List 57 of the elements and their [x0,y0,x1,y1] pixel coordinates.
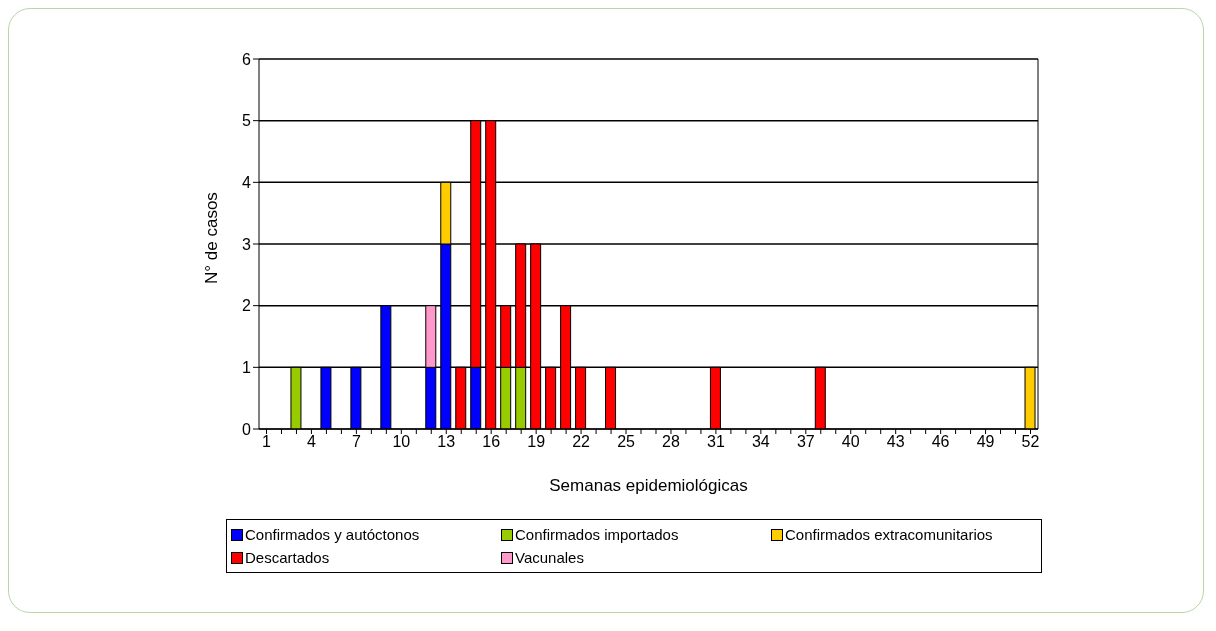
bar [515,243,527,368]
x-tick-label: 7 [351,433,361,451]
y-tick-label: 2 [242,297,252,315]
y-tick-label: 5 [242,112,252,130]
bar [575,366,587,429]
bar [1024,366,1036,429]
bar [560,305,572,429]
bar [320,366,332,429]
x-tick-label: 25 [617,433,636,451]
x-tick-label: 13 [437,433,456,451]
bar [470,366,482,429]
legend-label: Vacunales [515,549,584,566]
bar [814,366,826,429]
x-tick-label: 40 [841,433,860,451]
legend-label: Descartados [245,549,330,566]
bar [290,366,302,429]
bar [515,366,527,429]
bar [500,305,512,368]
x-tick-label: 4 [306,433,316,451]
bar [440,181,452,245]
x-tick-label: 10 [392,433,411,451]
bar [425,366,437,429]
bar [485,120,497,429]
bar [380,305,392,429]
bar [350,366,362,429]
x-tick-label: 52 [1021,433,1040,451]
y-tick-label: 3 [242,235,252,253]
bar [605,366,617,429]
bar [709,366,721,429]
legend-label: Confirmados extracomunitarios [785,526,993,543]
x-tick-label: 16 [482,433,501,451]
x-tick-label: 37 [796,433,815,451]
legend-label: Confirmados y autóctonos [245,526,420,543]
x-tick-label: 22 [572,433,591,451]
x-tick-label: 49 [976,433,995,451]
y-tick-label: 6 [242,50,252,68]
panel-frame: 1 4 7 10 13 16 19 22 25 28 31 34 37 40 43 46 49 52 Semanas epidemiológicas 0 1 2 3 4 5 6 N° de casos Confirmados y autóctonos Confirmados importados Confirmados extracomunitarios Descartados Vacunales [8,8,1204,613]
y-tick-label: 0 [242,420,252,438]
bar [470,120,482,368]
x-tick-label: 31 [707,433,725,451]
bar [455,366,467,429]
x-tick-label: 28 [662,433,680,451]
x-axis-title: Semanas epidemiológicas [549,476,748,495]
x-tick-label: 34 [751,433,770,451]
x-tick-label: 43 [886,433,905,451]
bar [545,366,557,429]
y-tick-label: 4 [242,174,252,192]
y-tick-label: 1 [242,359,252,377]
legend-label: Confirmados importados [515,526,679,543]
x-tick-label: 19 [527,433,546,451]
bar [440,243,452,429]
bar [425,305,437,368]
x-tick-label: 46 [931,433,950,451]
x-tick-label: 1 [262,433,272,451]
y-axis-title: N° de casos [202,192,222,284]
bar [530,243,542,429]
bar [500,366,512,429]
